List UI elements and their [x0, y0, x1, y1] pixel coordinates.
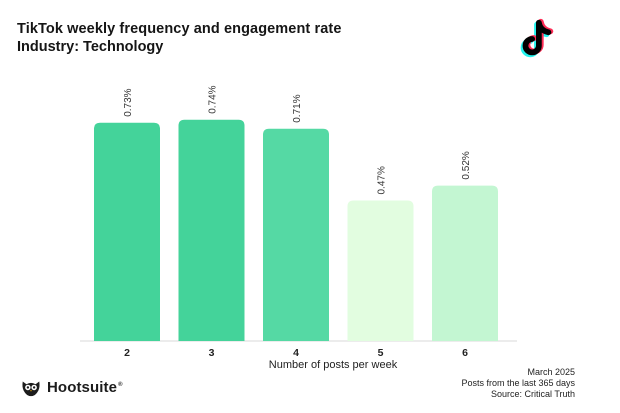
bar-3 — [178, 119, 245, 341]
chart-subtitle: Industry: Technology — [17, 39, 164, 55]
hootsuite-owl-icon — [22, 381, 40, 397]
bar-6 — [432, 185, 498, 341]
x-axis-label: Number of posts per week — [268, 359, 398, 371]
x-tick-label-6: 6 — [462, 347, 468, 359]
data-label-4: 0.71% — [292, 94, 303, 122]
x-tick-label-2: 2 — [124, 347, 130, 359]
hootsuite-logo: Hootsuite® — [20, 376, 123, 398]
chart-title: TikTok weekly frequency and engagement r… — [17, 21, 342, 37]
x-tick-label-5: 5 — [378, 347, 384, 359]
source-note: March 2025 Posts from the last 365 days … — [461, 367, 575, 400]
bar-5 — [347, 200, 414, 341]
x-tick-label-4: 4 — [293, 347, 299, 359]
bar-2 — [94, 122, 160, 341]
data-label-3: 0.74% — [208, 85, 219, 113]
report-date: March 2025 — [527, 367, 575, 377]
hootsuite-wordmark: Hootsuite® — [47, 378, 123, 396]
data-period: Posts from the last 365 days — [461, 378, 575, 388]
data-label-5: 0.47% — [377, 166, 388, 194]
data-label-2: 0.73% — [123, 88, 134, 116]
tiktok-logo-icon — [520, 18, 554, 58]
data-source: Source: Critical Truth — [490, 389, 575, 399]
x-tick-label-3: 3 — [209, 347, 215, 359]
bar-4 — [263, 128, 329, 341]
data-label-6: 0.52% — [461, 151, 472, 179]
